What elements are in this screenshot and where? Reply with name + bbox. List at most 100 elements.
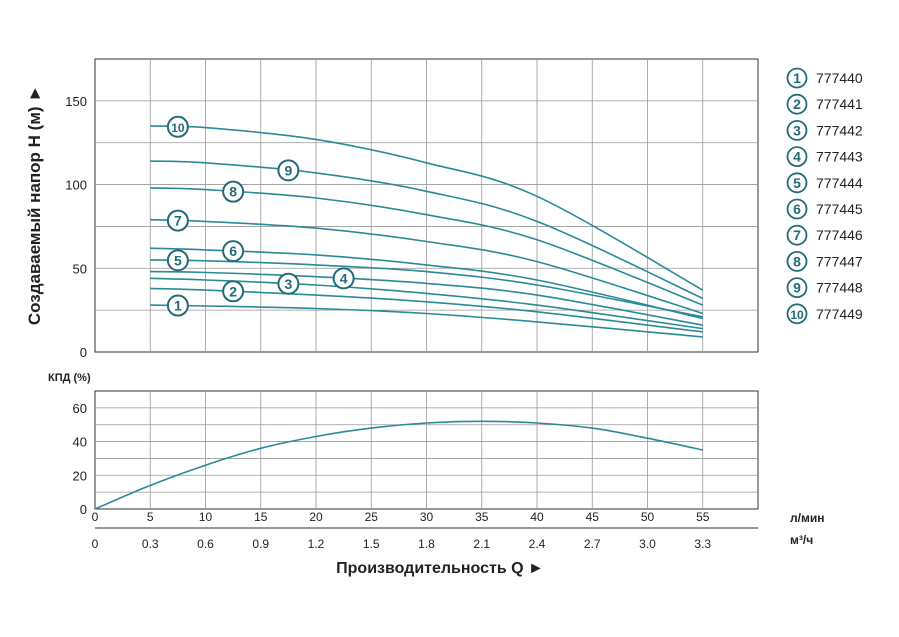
svg-text:2: 2 [229,283,237,299]
efficiency-chart-grid: 0 20 40 60 0 5 10 15 20 25 30 35 40 45 50 55 0 0.3 0.6 0.9 1… [73,390,759,551]
svg-text:1: 1 [793,70,801,86]
flow-tick-lpm: 20 [309,510,323,524]
legend-label: 777440 [816,70,863,86]
flow-tick-lpm: 30 [420,510,434,524]
svg-text:6: 6 [793,201,801,217]
flow-tick-lpm: 10 [199,510,213,524]
flow-unit-m3h: м³/ч [790,533,813,547]
flow-tick-m3h: 0 [92,537,99,551]
legend-label: 777446 [816,227,863,243]
svg-text:8: 8 [229,184,237,200]
svg-text:4: 4 [340,270,348,286]
head-curve-1 [150,304,703,338]
axis-labels: Создаваемый напор H (м) ► КПД (%) Произв… [25,85,824,577]
efficiency-tick-label: 60 [73,401,87,416]
svg-text:7: 7 [793,227,801,243]
legend-item-3: 3 777442 [786,119,863,141]
legend-label: 777447 [816,253,863,269]
legend-item-6: 6 777445 [786,198,863,220]
svg-text:10: 10 [171,121,185,135]
efficiency-axis-label: КПД (%) [48,372,91,384]
flow-tick-lpm: 0 [92,510,99,524]
head-curve-6 [150,247,703,320]
curve-markers: 1 2 3 4 5 6 7 8 9 10 [166,115,355,317]
legend-label: 777444 [816,175,863,191]
flow-tick-m3h: 2.7 [584,537,601,551]
svg-text:5: 5 [174,252,182,268]
head-tick-label: 100 [65,178,87,193]
flow-tick-lpm: 25 [365,510,379,524]
legend-item-10: 10 777449 [786,303,863,325]
flow-tick-m3h: 0.6 [197,537,214,551]
svg-text:9: 9 [284,162,292,178]
flow-tick-lpm: 40 [530,510,544,524]
legend-item-5: 5 777444 [786,172,863,194]
legend-label: 777441 [816,96,863,112]
head-tick-label: 0 [80,345,87,360]
flow-tick-lpm: 55 [696,510,710,524]
curve-marker-8: 8 [222,180,245,203]
curve-marker-10: 10 [166,115,189,138]
flow-unit-lpm: л/мин [790,511,824,525]
flow-tick-m3h: 2.1 [473,537,490,551]
svg-text:3: 3 [284,276,292,292]
svg-text:6: 6 [229,243,237,259]
curve-marker-6: 6 [222,240,245,263]
head-curve-7 [150,218,704,315]
efficiency-tick-label: 0 [80,502,87,517]
head-curve-5 [150,259,703,318]
svg-text:2: 2 [793,96,801,112]
head-chart-grid: 0 50 100 150 [65,58,759,360]
efficiency-tick-label: 40 [73,435,87,450]
curve-marker-2: 2 [222,280,245,303]
svg-text:1: 1 [174,298,182,314]
flow-tick-lpm: 15 [254,510,268,524]
head-tick-label: 50 [73,261,87,276]
legend-label: 777448 [816,280,863,296]
efficiency-curve [94,420,703,510]
curve-marker-1: 1 [166,294,189,317]
flow-tick-lpm: 35 [475,510,489,524]
head-curve-10 [150,125,704,291]
flow-tick-lpm: 5 [147,510,154,524]
head-tick-label: 150 [65,94,87,109]
legend-item-2: 2 777441 [786,93,863,115]
head-curve-3 [150,277,703,330]
flow-tick-lpm: 50 [641,510,655,524]
curve-marker-4: 4 [332,267,355,290]
legend-label: 777443 [816,149,863,165]
svg-text:5: 5 [793,175,801,191]
head-curve-9 [150,160,704,300]
legend-item-9: 9 777448 [786,277,863,299]
flow-tick-lpm: 45 [586,510,600,524]
flow-tick-m3h: 0.3 [142,537,159,551]
svg-text:9: 9 [793,280,801,296]
svg-text:4: 4 [793,149,801,165]
legend-label: 777445 [816,201,863,217]
flow-tick-m3h: 1.5 [363,537,380,551]
svg-text:10: 10 [790,308,804,322]
curve-marker-3: 3 [277,272,300,295]
head-curves [150,125,704,338]
legend-item-4: 4 777443 [786,146,863,168]
curve-marker-7: 7 [166,209,189,232]
curve-marker-9: 9 [277,159,300,182]
svg-text:3: 3 [793,122,801,138]
legend: 1 777440 2 777441 3 777442 4 777443 5 777444 6 7774… [786,67,863,325]
flow-tick-m3h: 1.8 [418,537,435,551]
svg-text:8: 8 [793,253,801,269]
legend-item-8: 8 777447 [786,250,863,272]
legend-item-1: 1 777440 [786,67,863,89]
efficiency-tick-label: 20 [73,468,87,483]
legend-label: 777442 [816,122,863,138]
efficiency-curve-group [94,420,703,510]
head-curve-2 [150,287,703,333]
head-axis-label: Создаваемый напор H (м) ► [25,85,44,325]
flow-tick-m3h: 3.3 [694,537,711,551]
flow-tick-m3h: 0.9 [252,537,269,551]
flow-tick-m3h: 2.4 [529,537,546,551]
legend-label: 777449 [816,306,863,322]
curve-marker-5: 5 [166,249,189,272]
flow-axis-label: Производительность Q ► [336,560,544,577]
